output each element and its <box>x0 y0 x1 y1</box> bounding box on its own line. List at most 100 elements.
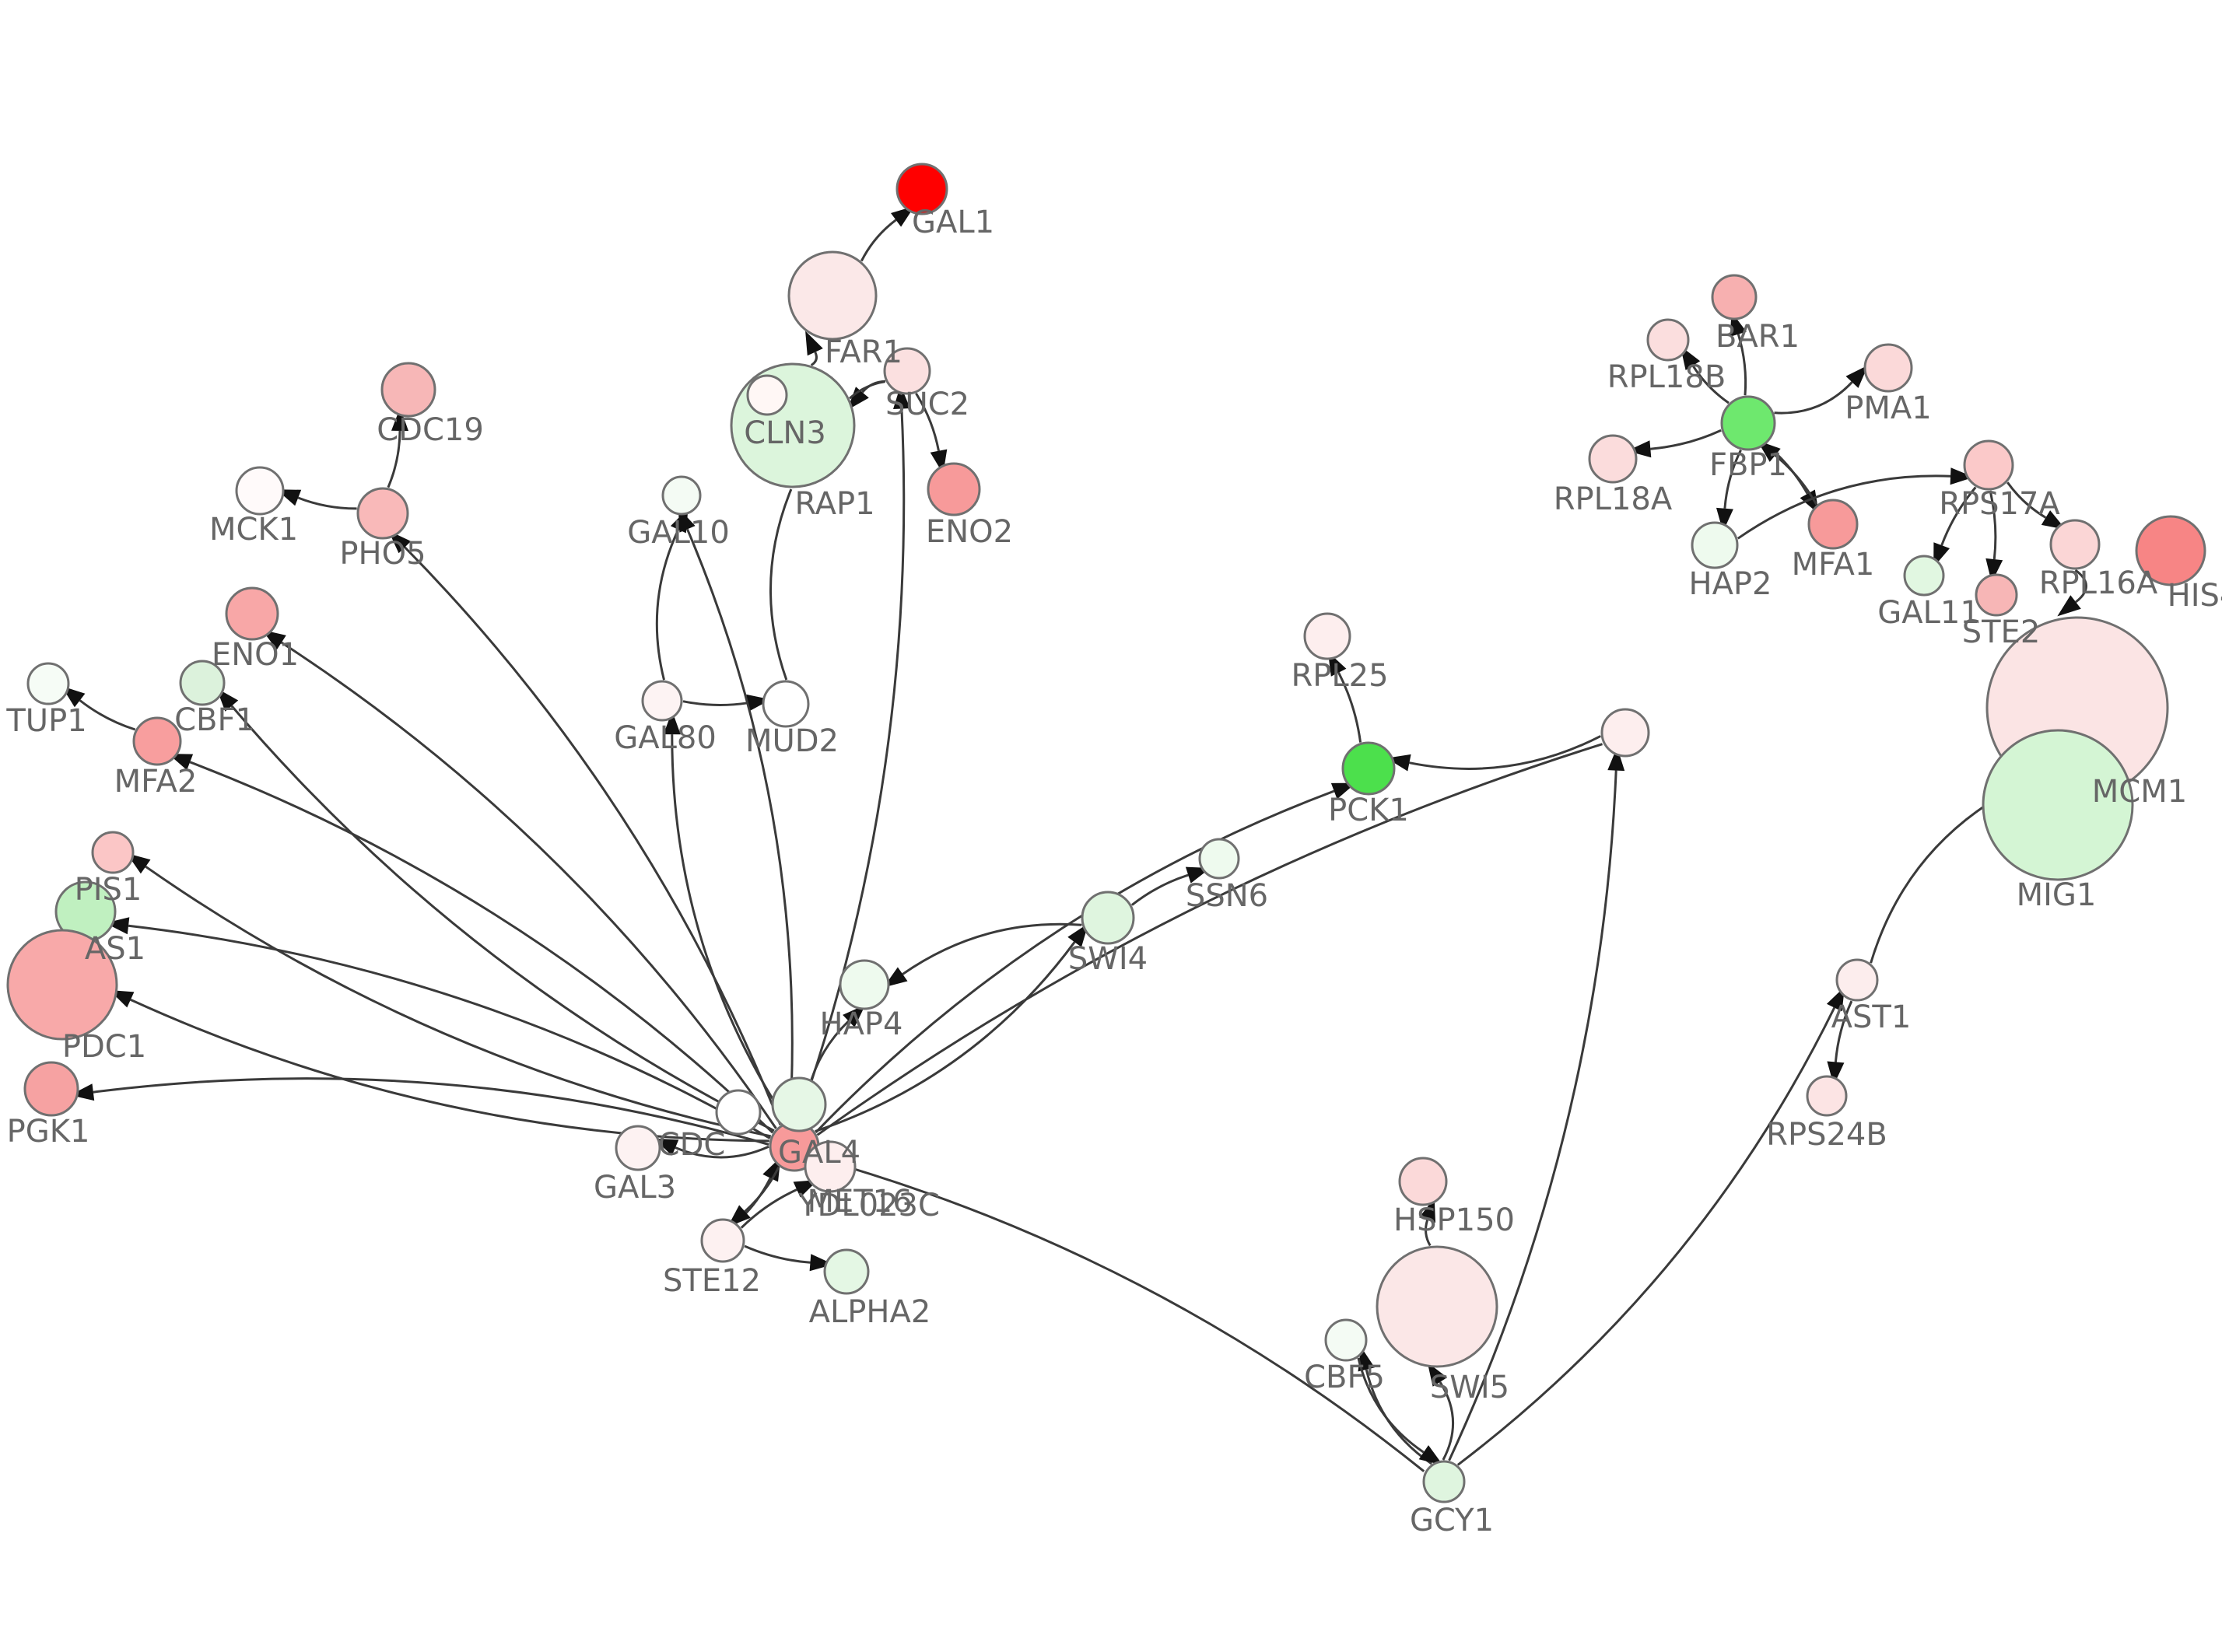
node-circle-MUD2[interactable] <box>762 680 810 728</box>
node-GCY1[interactable] <box>1422 1460 1466 1503</box>
node-RPS24B[interactable] <box>1806 1075 1848 1117</box>
node-TUP1[interactable] <box>26 662 70 705</box>
node-circle-PCK1[interactable] <box>1341 741 1396 796</box>
node-circle-STE2[interactable] <box>1975 573 2018 617</box>
node-circle-GAL10[interactable] <box>661 475 702 516</box>
node-HUB1[interactable] <box>1600 708 1650 758</box>
node-RPL18B[interactable] <box>1646 318 1690 362</box>
node-circle-SSN6[interactable] <box>1198 838 1240 880</box>
node-circle-TUP1[interactable] <box>26 662 70 705</box>
node-CDC19[interactable] <box>380 362 436 418</box>
node-SSN6[interactable] <box>1198 838 1240 880</box>
node-circle-MIG1[interactable] <box>1982 729 2134 881</box>
node-MFA1[interactable] <box>1807 499 1859 550</box>
node-SWI5[interactable] <box>1376 1245 1498 1368</box>
node-STE12[interactable] <box>700 1218 745 1263</box>
node-PIS1[interactable] <box>91 831 135 874</box>
node-MIG1[interactable] <box>1982 729 2134 881</box>
node-GAL3[interactable] <box>615 1125 661 1171</box>
node-PDC1[interactable] <box>6 929 118 1041</box>
node-circle-ALPHA2[interactable] <box>823 1248 870 1295</box>
node-circle-MFA2[interactable] <box>132 716 182 766</box>
node-HSP150[interactable] <box>1398 1157 1448 1206</box>
node-circle-MCK1[interactable] <box>235 466 285 516</box>
node-circle-HIS4[interactable] <box>2135 515 2206 586</box>
node-ENO2[interactable] <box>927 462 981 516</box>
node-circle-ENO2[interactable] <box>927 462 981 516</box>
node-circle-HAP4[interactable] <box>839 959 890 1010</box>
node-PCK1[interactable] <box>1341 741 1396 796</box>
node-CLN3_inner[interactable] <box>746 374 788 416</box>
node-circle-RPL18A[interactable] <box>1588 434 1638 484</box>
node-PMA1[interactable] <box>1863 343 1913 393</box>
node-FBP1[interactable] <box>1720 395 1776 451</box>
node-circle-HAP2[interactable] <box>1691 521 1739 569</box>
node-circle-RPL18B[interactable] <box>1646 318 1690 362</box>
node-RPS17A[interactable] <box>1963 439 2014 491</box>
node-GAL1[interactable] <box>895 163 948 215</box>
node-circle-RPS17A[interactable] <box>1963 439 2014 491</box>
node-HAP2[interactable] <box>1691 521 1739 569</box>
node-MFA2[interactable] <box>132 716 182 766</box>
node-RPL18A[interactable] <box>1588 434 1638 484</box>
node-circle-SUC2[interactable] <box>883 347 931 395</box>
node-circle-CDC[interactable] <box>715 1089 762 1136</box>
node-circle-PHO5[interactable] <box>356 487 409 540</box>
node-CDC[interactable] <box>715 1089 762 1136</box>
node-circle-SWI5[interactable] <box>1376 1245 1498 1368</box>
node-circle-GAL3[interactable] <box>615 1125 661 1171</box>
node-circle-MET16[interactable] <box>771 1076 827 1132</box>
node-circle-BAR1[interactable] <box>1711 274 1758 320</box>
node-CBF5[interactable] <box>1324 1318 1368 1362</box>
node-circle-RPL25[interactable] <box>1303 612 1351 660</box>
node-SUC2[interactable] <box>883 347 931 395</box>
node-HIS4[interactable] <box>2135 515 2206 586</box>
node-CBF1[interactable] <box>179 660 226 706</box>
node-circle-YDL023C[interactable] <box>804 1140 857 1193</box>
node-SWI4[interactable] <box>1081 891 1135 945</box>
node-circle-AST1[interactable] <box>1835 958 1879 1002</box>
node-circle-GAL80[interactable] <box>641 680 683 722</box>
node-GAL10[interactable] <box>661 475 702 516</box>
node-label-MET16: MET16 <box>807 1184 912 1220</box>
node-ALPHA2[interactable] <box>823 1248 870 1295</box>
node-MCK1[interactable] <box>235 466 285 516</box>
node-circle-FBP1[interactable] <box>1720 395 1776 451</box>
node-circle-ENO1[interactable] <box>225 586 279 641</box>
node-circle-PMA1[interactable] <box>1863 343 1913 393</box>
node-circle-SWI4[interactable] <box>1081 891 1135 945</box>
node-circle-MFA1[interactable] <box>1807 499 1859 550</box>
node-RPL25[interactable] <box>1303 612 1351 660</box>
node-circle-HUB1[interactable] <box>1600 708 1650 758</box>
node-GAL11[interactable] <box>1903 555 1945 597</box>
node-MUD2[interactable] <box>762 680 810 728</box>
node-circle-PIS1[interactable] <box>91 831 135 874</box>
node-circle-CDC19[interactable] <box>380 362 436 418</box>
node-circle-GAL11[interactable] <box>1903 555 1945 597</box>
node-FAR1[interactable] <box>787 250 878 341</box>
node-circle-RPL16A[interactable] <box>2049 519 2101 570</box>
node-PHO5[interactable] <box>356 487 409 540</box>
node-circle-HSP150[interactable] <box>1398 1157 1448 1206</box>
node-HAP4[interactable] <box>839 959 890 1010</box>
node-circle-GCY1[interactable] <box>1422 1460 1466 1503</box>
node-GAL80[interactable] <box>641 680 683 722</box>
node-circle-CLN3_inner[interactable] <box>746 374 788 416</box>
node-AST1[interactable] <box>1835 958 1879 1002</box>
node-circle-FAR1[interactable] <box>787 250 878 341</box>
node-label-CBF1: CBF1 <box>174 702 255 738</box>
node-YDL023C[interactable] <box>804 1140 857 1193</box>
node-circle-STE12[interactable] <box>700 1218 745 1263</box>
node-circle-GAL1[interactable] <box>895 163 948 215</box>
node-MET16[interactable] <box>771 1076 827 1132</box>
node-RPL16A[interactable] <box>2049 519 2101 570</box>
node-circle-CBF1[interactable] <box>179 660 226 706</box>
node-BAR1[interactable] <box>1711 274 1758 320</box>
node-PGK1[interactable] <box>23 1061 79 1117</box>
node-ENO1[interactable] <box>225 586 279 641</box>
node-STE2[interactable] <box>1975 573 2018 617</box>
node-circle-PGK1[interactable] <box>23 1061 79 1117</box>
node-circle-PDC1[interactable] <box>6 929 118 1041</box>
node-circle-CBF5[interactable] <box>1324 1318 1368 1362</box>
node-circle-RPS24B[interactable] <box>1806 1075 1848 1117</box>
